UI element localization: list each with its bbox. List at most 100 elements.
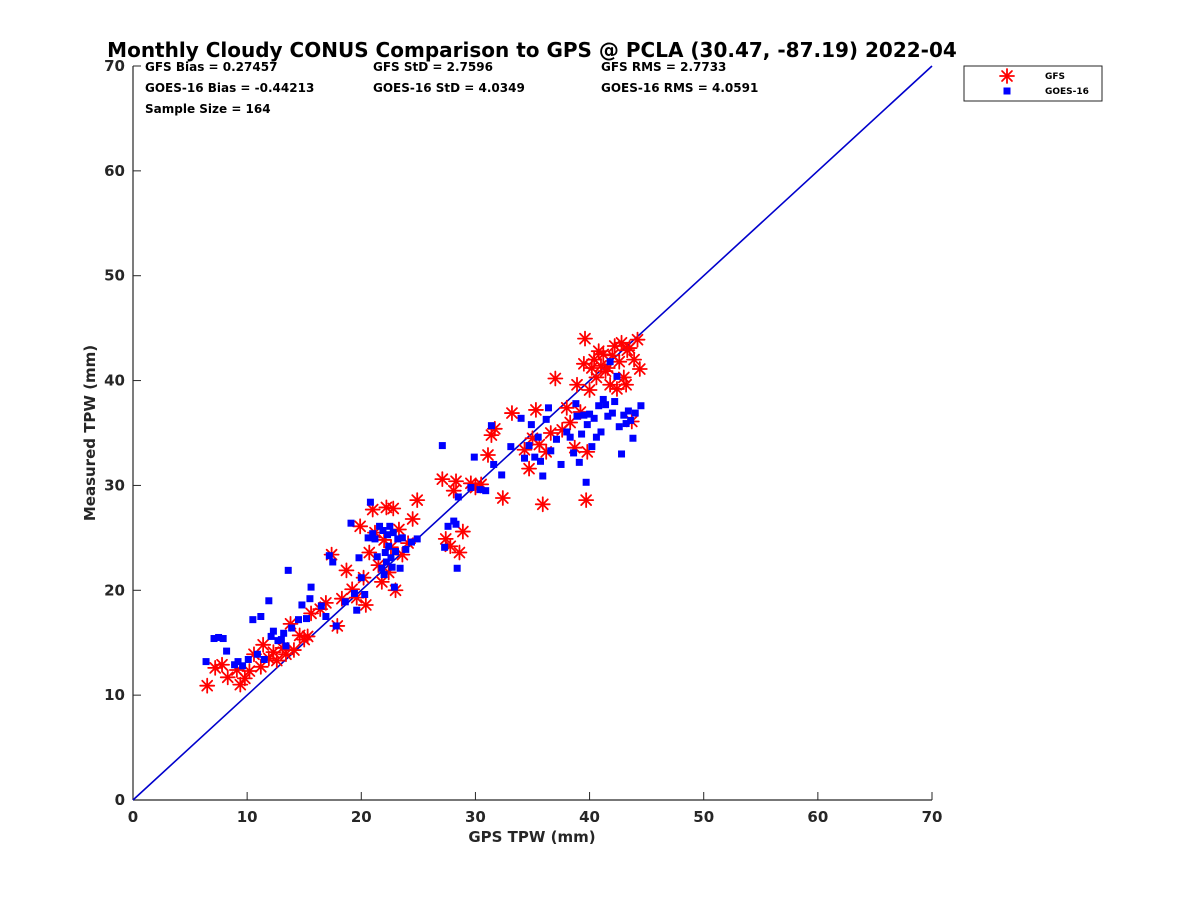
goes-point — [441, 543, 449, 551]
goes-bias-stat: GOES-16 Bias = -0.44213 — [145, 81, 314, 95]
gfs-point — [494, 490, 511, 506]
gfs-point — [434, 471, 451, 488]
gfs-point — [629, 331, 646, 348]
goes-point — [378, 564, 386, 572]
legend-gfs-marker — [999, 68, 1015, 84]
gfs-bias-stat: GFS Bias = 0.27457 — [145, 60, 277, 74]
goes-point — [307, 583, 315, 591]
goes-point — [295, 616, 303, 624]
goes-point — [284, 566, 292, 574]
goes-point — [467, 484, 475, 492]
goes-point — [355, 554, 363, 562]
goes-point — [578, 430, 586, 438]
goes-point — [631, 409, 639, 417]
goes-point — [525, 442, 533, 450]
goes-point — [438, 442, 446, 450]
x-tick-label: 40 — [579, 808, 600, 826]
x-tick-label: 10 — [237, 808, 258, 826]
goes-point — [570, 449, 578, 457]
gfs-point — [199, 677, 216, 694]
gfs-point — [528, 402, 544, 418]
gfs-point — [562, 414, 579, 431]
goes-point — [257, 613, 265, 620]
y-tick-label: 60 — [104, 162, 125, 180]
x-tick-label: 20 — [351, 808, 372, 826]
gfs-point — [578, 492, 595, 509]
x-tick-label: 50 — [693, 808, 714, 826]
goes-point — [452, 520, 460, 528]
x-tick-label: 0 — [128, 808, 138, 826]
goes-point — [521, 454, 529, 462]
goes-point — [544, 404, 552, 412]
goes-point — [385, 542, 393, 550]
goes-std-stat: GOES-16 StD = 4.0349 — [373, 81, 525, 95]
goes-point — [408, 538, 416, 546]
goes-point — [476, 486, 484, 494]
goes-point — [573, 412, 581, 420]
goes-point — [223, 647, 231, 655]
y-tick-label: 0 — [115, 791, 125, 809]
goes-point — [353, 606, 361, 614]
goes-point — [613, 372, 621, 380]
gfs-point — [588, 369, 605, 386]
goes-point — [384, 531, 392, 539]
goes-point — [453, 564, 461, 572]
gfs-point — [214, 656, 230, 673]
gfs-std-stat: GFS StD = 2.7596 — [373, 60, 493, 74]
goes-point — [382, 558, 390, 566]
gfs-point — [569, 376, 585, 393]
gfs-point — [219, 669, 236, 686]
goes-point — [608, 409, 616, 417]
goes-point — [482, 487, 490, 495]
goes-point — [539, 472, 547, 480]
goes-point — [498, 471, 506, 479]
gfs-point — [480, 447, 496, 463]
goes-point — [302, 615, 310, 623]
goes-point — [536, 457, 544, 465]
goes-point — [557, 460, 565, 468]
goes-point — [317, 602, 325, 610]
goes-point — [347, 519, 355, 527]
goes-point — [454, 493, 462, 501]
gfs-point — [448, 473, 464, 490]
goes-point — [280, 629, 288, 637]
gfs-point — [286, 642, 302, 658]
gfs-point — [521, 460, 537, 477]
goes-point — [627, 416, 635, 424]
goes-point — [402, 545, 410, 553]
goes-point — [542, 415, 550, 423]
goes-point — [534, 433, 542, 441]
gfs-point — [338, 562, 355, 579]
goes-point — [396, 564, 404, 572]
goes-point — [566, 433, 574, 441]
gfs-point — [268, 652, 285, 669]
gfs-point — [357, 597, 374, 613]
gfs-point — [454, 523, 471, 540]
gfs-point — [504, 405, 520, 421]
goes-point — [366, 498, 374, 506]
goes-series-group — [202, 358, 645, 670]
gfs-point — [352, 518, 369, 535]
goes-point — [586, 410, 594, 418]
goes-point — [380, 571, 388, 579]
goes-point — [595, 402, 603, 410]
gfs-point — [451, 544, 468, 561]
goes-point — [387, 554, 395, 562]
goes-point — [629, 434, 637, 442]
gfs-point — [255, 636, 272, 653]
goes-point — [219, 635, 227, 643]
goes-point — [611, 398, 619, 406]
y-axis-label: Measured TPW (mm) — [81, 345, 99, 521]
gfs-point — [618, 376, 634, 393]
gfs-point — [373, 573, 390, 590]
goes-point — [527, 421, 535, 429]
goes-point — [386, 522, 394, 530]
goes-point — [517, 414, 525, 422]
goes-point — [615, 423, 623, 431]
legend-gfs-label: GFS — [1045, 72, 1065, 82]
goes-point — [322, 613, 330, 620]
goes-point — [332, 622, 340, 630]
goes-point — [202, 658, 210, 666]
